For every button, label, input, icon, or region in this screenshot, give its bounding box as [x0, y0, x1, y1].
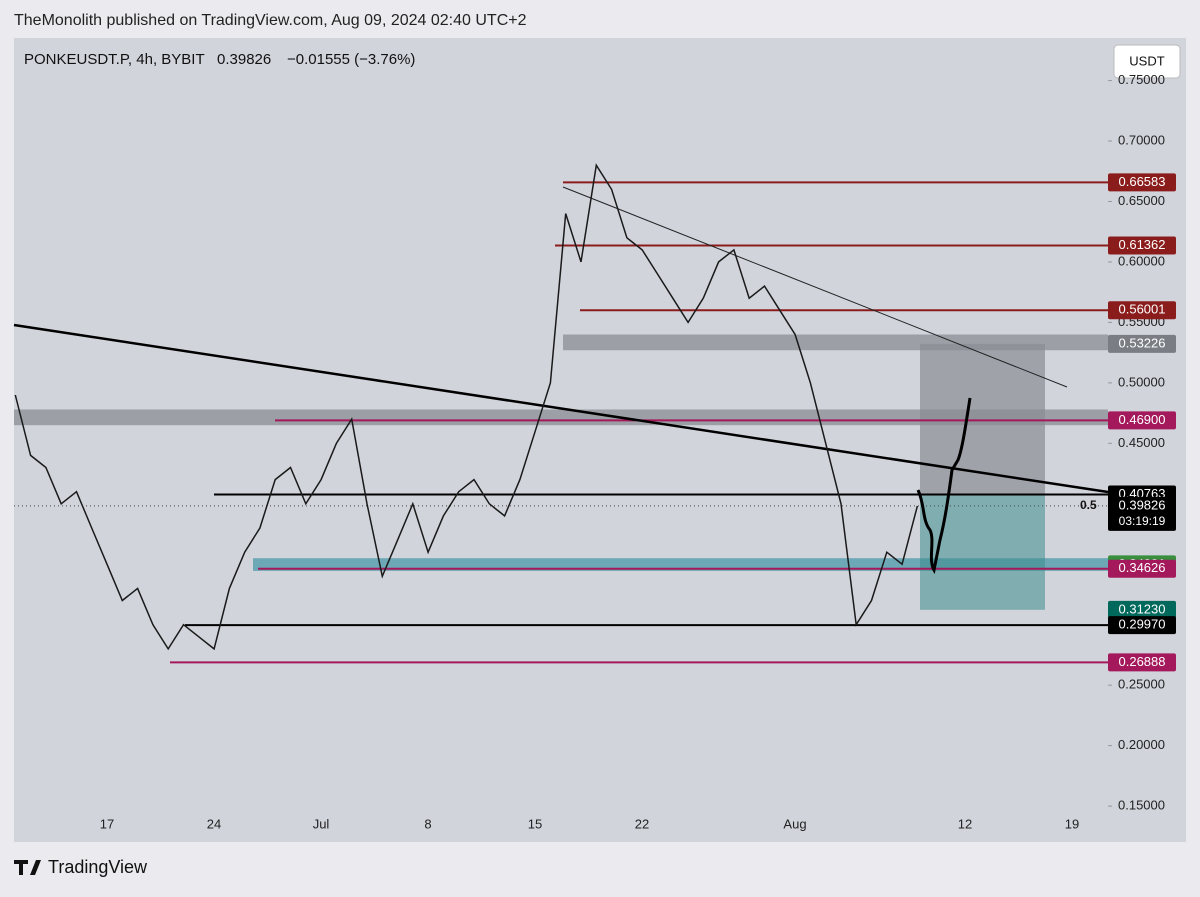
- change: −0.01555 (−3.76%): [287, 51, 415, 68]
- x-tick-label: 15: [528, 816, 542, 831]
- y-tick-label: 0.70000: [1118, 132, 1165, 147]
- currency[interactable]: USDT: [1129, 53, 1164, 68]
- x-tick-label: Aug: [783, 816, 806, 831]
- price-label: 0.34626: [1119, 560, 1166, 575]
- y-tick-label: 0.50000: [1118, 374, 1165, 389]
- price-label: 0.46900: [1119, 412, 1166, 427]
- price-label: 0.31230: [1119, 601, 1166, 616]
- price-label-box: [1108, 236, 1176, 255]
- fib-label: 0.5: [1080, 498, 1097, 512]
- price-label-box: [1108, 173, 1176, 192]
- price-line: [14, 163, 919, 651]
- projection-drawing: [916, 397, 972, 575]
- currency-button[interactable]: [1113, 44, 1181, 79]
- price-label-box: [1108, 559, 1176, 578]
- symbol: PONKEUSDT.P, 4h, BYBIT: [24, 51, 205, 68]
- y-tick-label: 0.60000: [1118, 253, 1165, 268]
- plot: 0.750000.700000.650000.600000.550000.500…: [13, 72, 1176, 831]
- position-box: [920, 494, 1045, 610]
- x-tick-label: 24: [207, 816, 221, 831]
- x-tick-label: 8: [424, 816, 431, 831]
- price-label: 0.66583: [1119, 174, 1166, 189]
- y-tick-label: 0.45000: [1118, 435, 1165, 450]
- x-tick-label: 19: [1065, 816, 1079, 831]
- y-tick-label: 0.75000: [1118, 72, 1165, 87]
- price-label-box: [1108, 496, 1176, 531]
- price-label: 0.39826: [1119, 497, 1166, 512]
- y-tick-label: 0.65000: [1118, 193, 1165, 208]
- last-price: 0.39826: [217, 51, 271, 68]
- countdown: 03:19:19: [1119, 514, 1166, 528]
- trendline: [562, 186, 1068, 388]
- price-label-box: [1108, 334, 1176, 353]
- price-label-box: [1108, 411, 1176, 430]
- price-label-box: [1108, 653, 1176, 672]
- price-label-box: [1108, 301, 1176, 320]
- brand: TradingView: [48, 857, 148, 877]
- y-tick-label: 0.20000: [1118, 737, 1165, 752]
- price-label: 0.29970: [1119, 617, 1166, 632]
- price-label: 0.26888: [1119, 654, 1166, 669]
- zone: [253, 558, 1108, 571]
- position-box: [920, 343, 1045, 495]
- publisher: TheMonolith published on TradingView.com…: [14, 12, 527, 29]
- x-tick-label: 12: [958, 816, 972, 831]
- x-tick-label: 17: [100, 816, 114, 831]
- trendline: [13, 323, 1109, 494]
- price-label-box: [1108, 600, 1176, 619]
- y-tick-label: 0.15000: [1118, 798, 1165, 813]
- price-label: 0.61362: [1119, 237, 1166, 252]
- price-label: 0.56001: [1119, 302, 1166, 317]
- y-tick-label: 0.25000: [1118, 677, 1165, 692]
- footer-logo: [14, 860, 41, 875]
- price-label: 0.53226: [1119, 335, 1166, 350]
- x-tick-label: 22: [635, 816, 649, 831]
- x-tick-label: Jul: [313, 816, 330, 831]
- price-label-box: [1108, 616, 1176, 635]
